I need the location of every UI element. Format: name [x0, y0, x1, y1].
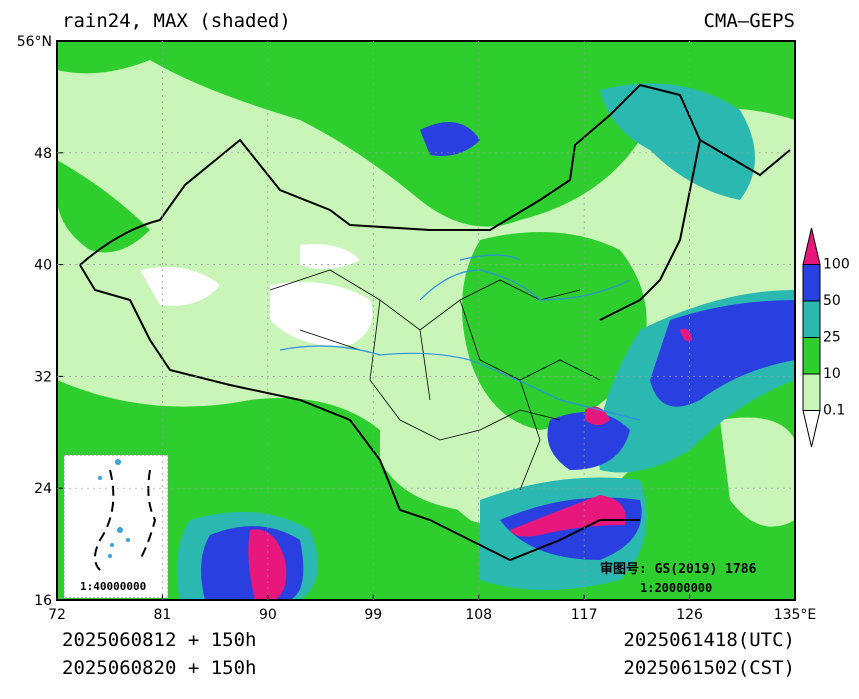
colorbar-label: 0.1 — [823, 403, 845, 419]
colorbar-box — [802, 264, 821, 302]
rivers — [279, 254, 641, 421]
inset-scale: 1:40000000 — [80, 580, 146, 593]
x-tick-label: 90 — [259, 607, 277, 623]
x-tick-label: 81 — [154, 607, 172, 623]
colorbar-box — [802, 410, 821, 448]
map: 1:40000000 审图号: GS(2019) 1786 1:20000000 — [57, 41, 795, 600]
y-tick-label: 32 — [34, 369, 52, 385]
ticks: 72 81 90 99 108 117 126 135°E 16 24 32 40 48 56°N — [17, 34, 817, 623]
map-scale: 1:20000000 — [640, 581, 712, 595]
x-tick-label: 117 — [571, 607, 598, 623]
valid-utc: 2025061418(UTC) — [623, 629, 795, 651]
approval-number: 审图号: GS(2019) 1786 — [600, 561, 757, 577]
colorbar-box — [802, 227, 821, 265]
init-utc: 2025060812 + 150h — [62, 629, 256, 651]
colorbar-label: 25 — [823, 330, 841, 346]
shade-100 — [248, 328, 692, 600]
x-tick-label: 126 — [676, 607, 703, 623]
shade-none — [140, 244, 373, 346]
inset: 1:40000000 — [63, 454, 169, 599]
x-tick-label: 135°E — [774, 607, 817, 623]
title: rain24, MAX (shaded) — [62, 10, 291, 32]
y-tick-label: 24 — [34, 481, 52, 497]
y-tick-label: 16 — [34, 593, 52, 609]
x-tick-label: 108 — [465, 607, 492, 623]
source: CMA—GEPS — [703, 10, 795, 32]
x-tick-label: 99 — [364, 607, 382, 623]
x-tick-label: 72 — [48, 607, 66, 623]
valid-cst: 2025061502(CST) — [623, 657, 795, 679]
colorbar-label: 50 — [823, 293, 841, 309]
borders — [79, 83, 791, 562]
colorbar-box — [802, 373, 821, 411]
map-frame — [56, 40, 796, 601]
y-tick-label: 40 — [34, 258, 52, 274]
colorbar-label: 100 — [823, 257, 850, 273]
colorbar-label: 10 — [823, 366, 841, 382]
y-tick-label: 56°N — [17, 34, 52, 50]
y-tick-label: 48 — [34, 146, 52, 162]
colorbar: 0.1 10 25 50 100 — [802, 227, 850, 448]
init-cst: 2025060820 + 150h — [62, 657, 256, 679]
colorbar-box — [802, 337, 821, 375]
colorbar-box — [802, 300, 821, 338]
